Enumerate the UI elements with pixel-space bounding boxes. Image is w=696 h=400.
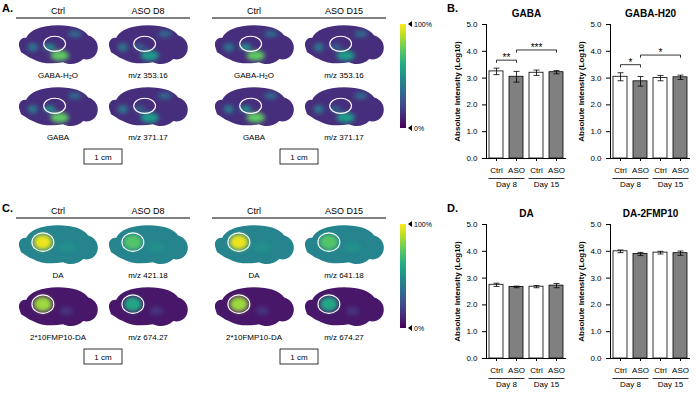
svg-text:0.0: 0.0: [590, 354, 602, 363]
svg-text:4.0: 4.0: [590, 247, 602, 256]
svg-text:***: ***: [531, 42, 543, 53]
svg-text:Ctrl: Ctrl: [490, 366, 503, 375]
svg-text:Ctrl: Ctrl: [51, 206, 65, 216]
svg-text:Day 8: Day 8: [496, 180, 517, 189]
html-text:D.: D.: [447, 202, 458, 214]
svg-text:DA: DA: [52, 271, 64, 280]
svg-text:1.0: 1.0: [590, 127, 602, 136]
svg-text:GABA-H₂O: GABA-H₂O: [234, 71, 274, 80]
svg-text:m/z 353.16: m/z 353.16: [324, 71, 364, 80]
svg-text:ASO D15: ASO D15: [325, 6, 363, 16]
svg-text:5.0: 5.0: [466, 220, 478, 229]
svg-text:Absolute Intensity (Log10): Absolute Intensity (Log10): [577, 241, 586, 342]
svg-text:0.0: 0.0: [466, 154, 478, 163]
svg-text:5.0: 5.0: [590, 220, 602, 229]
svg-text:ASO: ASO: [632, 166, 649, 175]
svg-text:*: *: [659, 47, 663, 58]
svg-text:0%: 0%: [414, 325, 424, 332]
svg-text:0.0: 0.0: [466, 354, 478, 363]
svg-text:Ctrl: Ctrl: [614, 166, 627, 175]
svg-text:m/z 421.18: m/z 421.18: [128, 271, 168, 280]
svg-text:Absolute Intensity (Log10): Absolute Intensity (Log10): [453, 41, 462, 142]
svg-text:ASO D8: ASO D8: [131, 206, 164, 216]
svg-text:Day 15: Day 15: [534, 180, 560, 189]
svg-text:4.0: 4.0: [466, 247, 478, 256]
svg-text:m/z 371.17: m/z 371.17: [128, 133, 168, 142]
svg-text:0.0: 0.0: [590, 154, 602, 163]
svg-text:Ctrl: Ctrl: [654, 166, 667, 175]
svg-text:2.0: 2.0: [590, 300, 602, 309]
svg-text:Absolute Intensity (Log10): Absolute Intensity (Log10): [577, 41, 586, 142]
svg-text:2*10FMP10-DA: 2*10FMP10-DA: [30, 333, 87, 342]
svg-text:*: *: [629, 57, 633, 68]
svg-text:ASO: ASO: [548, 366, 565, 375]
svg-text:ASO D15: ASO D15: [325, 206, 363, 216]
svg-text:GABA: GABA: [47, 133, 70, 142]
svg-text:3.0: 3.0: [466, 274, 478, 283]
svg-text:Ctrl: Ctrl: [51, 6, 65, 16]
svg-text:ASO: ASO: [548, 166, 565, 175]
svg-text:100%: 100%: [414, 21, 432, 28]
svg-text:3.0: 3.0: [466, 74, 478, 83]
svg-text:1.0: 1.0: [466, 127, 478, 136]
svg-text:1 cm: 1 cm: [290, 353, 308, 362]
svg-text:ASO: ASO: [508, 166, 525, 175]
svg-text:GABA-H20: GABA-H20: [625, 8, 677, 19]
svg-text:2.0: 2.0: [590, 100, 602, 109]
svg-text:Day 15: Day 15: [534, 380, 560, 389]
svg-text:1 cm: 1 cm: [94, 353, 112, 362]
svg-text:DA-2FMP10: DA-2FMP10: [623, 208, 679, 219]
svg-text:5.0: 5.0: [590, 20, 602, 29]
svg-text:5.0: 5.0: [466, 20, 478, 29]
svg-text:Ctrl: Ctrl: [654, 366, 667, 375]
svg-text:1.0: 1.0: [466, 327, 478, 336]
svg-text:Ctrl: Ctrl: [247, 206, 261, 216]
svg-text:Ctrl: Ctrl: [247, 6, 261, 16]
svg-text:Day 15: Day 15: [658, 180, 684, 189]
svg-text:0%: 0%: [414, 125, 424, 132]
svg-text:Day 15: Day 15: [658, 380, 684, 389]
svg-text:4.0: 4.0: [590, 47, 602, 56]
svg-text:ASO: ASO: [672, 366, 689, 375]
svg-text:Ctrl: Ctrl: [530, 166, 543, 175]
svg-text:1.0: 1.0: [590, 327, 602, 336]
svg-text:Day 8: Day 8: [620, 180, 641, 189]
svg-text:m/z 674.27: m/z 674.27: [324, 333, 364, 342]
svg-text:m/z 371.17: m/z 371.17: [324, 133, 364, 142]
svg-text:100%: 100%: [414, 221, 432, 228]
svg-text:C.: C.: [2, 202, 13, 214]
svg-text:ASO: ASO: [632, 366, 649, 375]
html-text:B.: B.: [447, 2, 458, 14]
svg-text:4.0: 4.0: [466, 47, 478, 56]
svg-text:ASO: ASO: [672, 166, 689, 175]
svg-text:2*10FMP10-DA: 2*10FMP10-DA: [226, 333, 283, 342]
svg-text:GABA: GABA: [512, 8, 541, 19]
svg-text:2.0: 2.0: [466, 100, 478, 109]
svg-text:1 cm: 1 cm: [94, 153, 112, 162]
svg-text:3.0: 3.0: [590, 74, 602, 83]
svg-text:**: **: [503, 52, 511, 63]
svg-text:ASO: ASO: [508, 366, 525, 375]
svg-text:GABA-H₂O: GABA-H₂O: [38, 71, 78, 80]
svg-text:3.0: 3.0: [590, 274, 602, 283]
svg-text:m/z 641.18: m/z 641.18: [324, 271, 364, 280]
svg-text:Ctrl: Ctrl: [530, 366, 543, 375]
svg-text:Day 8: Day 8: [620, 380, 641, 389]
svg-text:DA: DA: [519, 208, 533, 219]
svg-text:A.: A.: [2, 2, 13, 14]
svg-text:2.0: 2.0: [466, 300, 478, 309]
svg-text:DA: DA: [248, 271, 260, 280]
svg-text:m/z 353.16: m/z 353.16: [128, 71, 168, 80]
svg-text:m/z 674.27: m/z 674.27: [128, 333, 168, 342]
svg-text:Day 8: Day 8: [496, 380, 517, 389]
svg-text:Absolute Intensity (Log10): Absolute Intensity (Log10): [453, 241, 462, 342]
svg-text:ASO D8: ASO D8: [131, 6, 164, 16]
svg-text:GABA: GABA: [243, 133, 266, 142]
svg-text:Ctrl: Ctrl: [490, 166, 503, 175]
svg-text:Ctrl: Ctrl: [614, 366, 627, 375]
svg-text:1 cm: 1 cm: [290, 153, 308, 162]
